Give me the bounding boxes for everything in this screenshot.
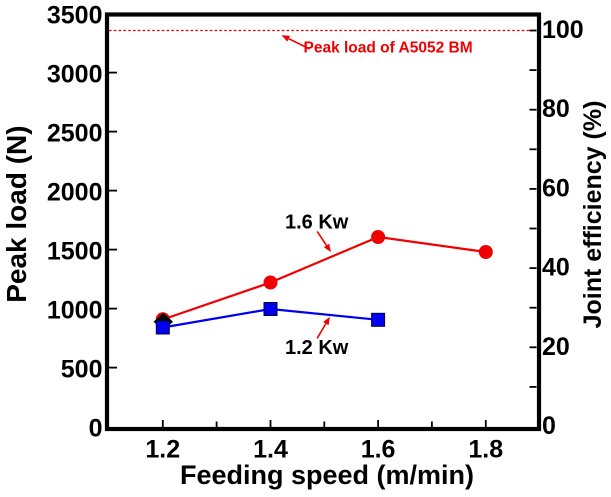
svg-text:2000: 2000 — [47, 179, 103, 207]
svg-text:100: 100 — [542, 16, 584, 44]
svg-text:2500: 2500 — [47, 120, 103, 148]
svg-text:3500: 3500 — [47, 2, 103, 30]
svg-text:1.4: 1.4 — [253, 436, 288, 464]
svg-text:0: 0 — [89, 415, 103, 443]
svg-text:1.2 Kw: 1.2 Kw — [285, 337, 349, 359]
svg-text:80: 80 — [542, 95, 570, 123]
svg-text:Peak load (N): Peak load (N) — [1, 125, 32, 302]
svg-text:Peak load of A5052 BM: Peak load of A5052 BM — [304, 39, 473, 56]
svg-text:1.6: 1.6 — [361, 436, 396, 464]
svg-text:1000: 1000 — [47, 297, 103, 325]
svg-text:3000: 3000 — [47, 61, 103, 89]
svg-text:0: 0 — [542, 412, 556, 440]
svg-text:1.6 Kw: 1.6 Kw — [285, 212, 349, 234]
svg-text:40: 40 — [542, 254, 570, 282]
svg-text:Feeding speed (m/min): Feeding speed (m/min) — [180, 460, 474, 490]
svg-text:60: 60 — [542, 174, 570, 202]
svg-text:1.2: 1.2 — [145, 436, 180, 464]
svg-text:1500: 1500 — [47, 238, 103, 266]
svg-text:Joint efficiency (%): Joint efficiency (%) — [579, 101, 607, 329]
svg-text:20: 20 — [542, 333, 570, 361]
svg-text:500: 500 — [61, 356, 103, 384]
svg-text:1.8: 1.8 — [468, 436, 503, 464]
